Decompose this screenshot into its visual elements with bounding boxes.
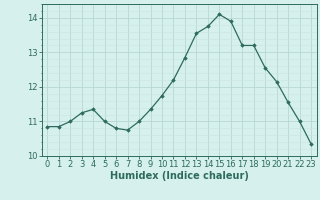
X-axis label: Humidex (Indice chaleur): Humidex (Indice chaleur) <box>110 171 249 181</box>
